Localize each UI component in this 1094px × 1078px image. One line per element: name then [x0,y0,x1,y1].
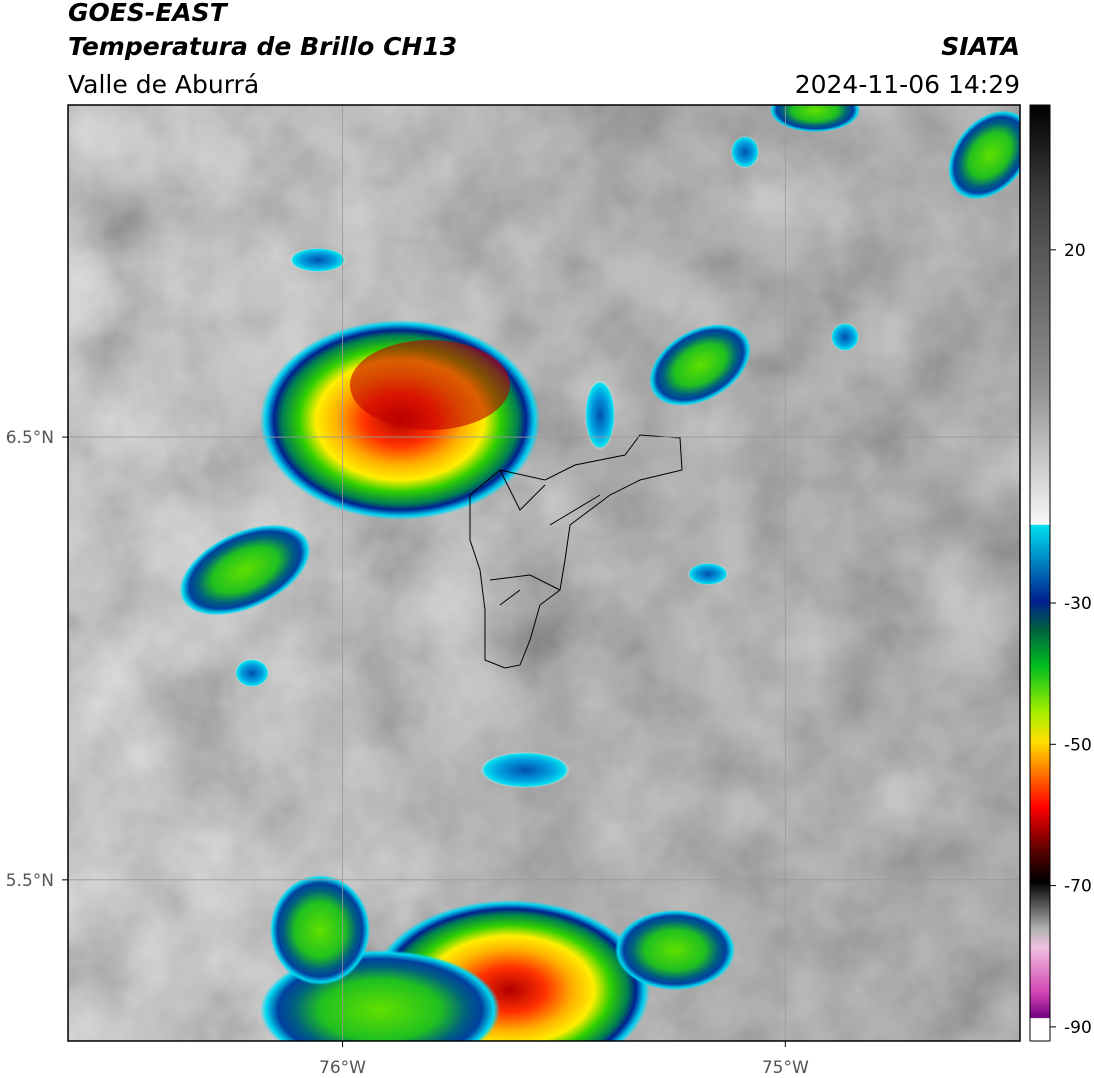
colorbar-tick-label: -30 [1064,594,1092,614]
satellite-image [68,105,1020,1041]
subtitle: Temperatura de Brillo CH13 [68,32,457,61]
colorbar-tick-label: -50 [1064,735,1092,755]
datetime: 2024-11-06 14:29 [795,70,1020,99]
source: SIATA [941,32,1020,61]
y-tick-label: 5.5°N [6,871,54,891]
valley-outline [469,434,683,669]
colorbar-tick-label: -90 [1064,1018,1092,1038]
region: Valle de Aburrá [68,70,259,99]
colorbar-tick-label: -70 [1064,877,1092,897]
colorbar-tick-label: 20 [1064,241,1086,261]
x-tick-label: 76°W [319,1058,366,1078]
plot-frame [67,104,1021,1042]
y-tick-label: 6.5°N [6,428,54,448]
colorbar [1029,104,1051,1042]
title: GOES-EAST [68,0,229,27]
x-tick-label: 75°W [762,1058,809,1078]
